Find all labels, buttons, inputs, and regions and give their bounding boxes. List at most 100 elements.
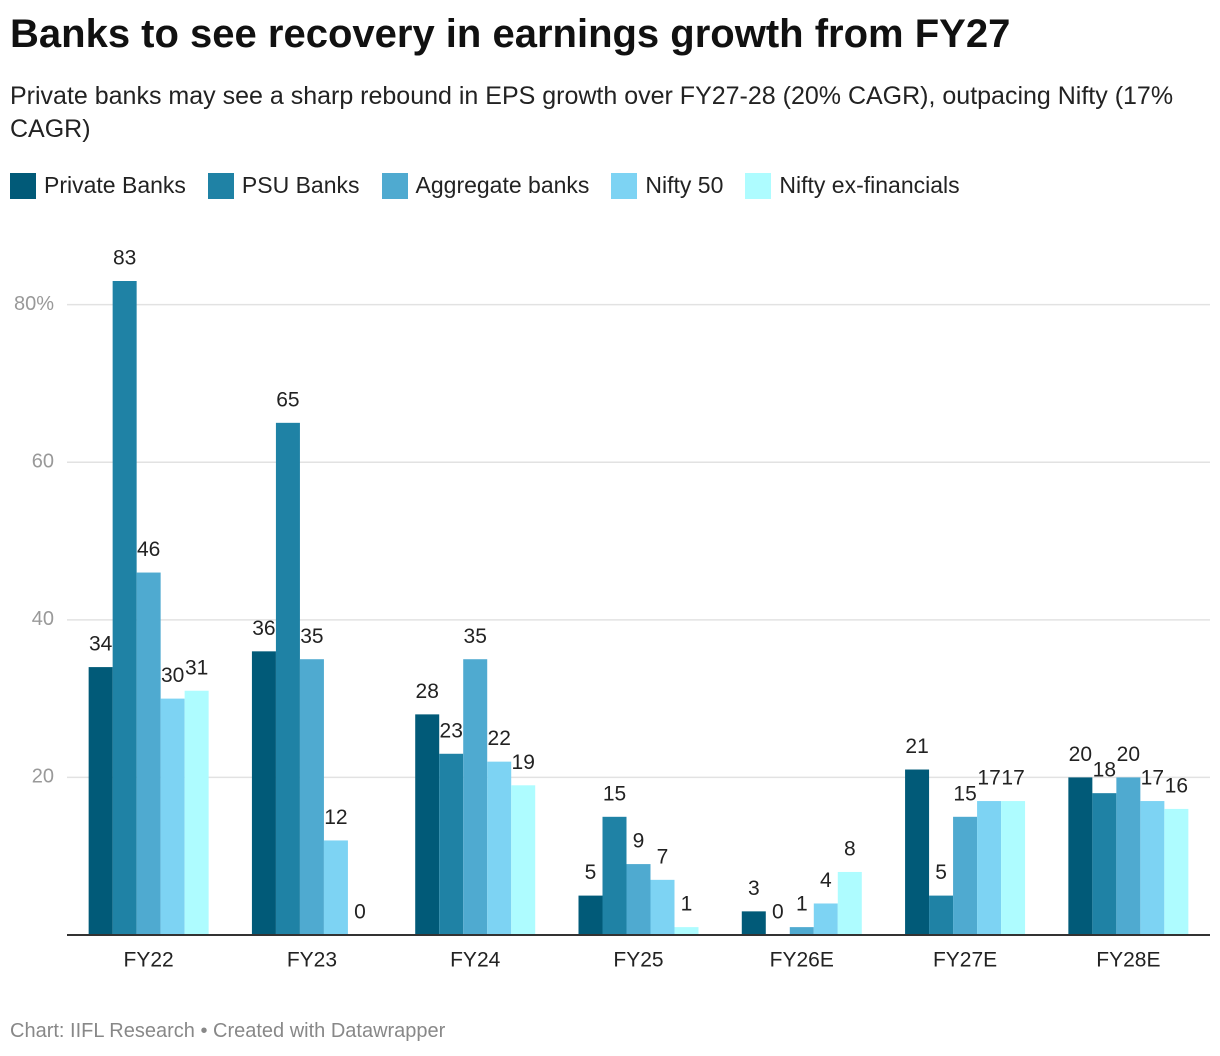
x-tick-label: FY22 [124, 949, 174, 972]
bar [1001, 801, 1026, 935]
bar [415, 714, 440, 935]
value-label: 35 [300, 625, 323, 648]
bar [275, 422, 300, 936]
value-label: 28 [416, 680, 439, 703]
bar [578, 895, 603, 935]
value-label: 36 [252, 617, 275, 640]
bar [837, 871, 862, 935]
bar [602, 816, 627, 935]
x-tick-label: FY27E [933, 949, 997, 972]
value-label: 1 [681, 893, 693, 916]
chart-title: Banks to see recovery in earnings growth… [10, 12, 1011, 56]
legend-swatch [745, 172, 772, 199]
bar [626, 864, 651, 935]
value-label: 65 [276, 388, 299, 411]
legend-label: Private Banks [44, 172, 186, 198]
bar [299, 659, 324, 935]
legend-item: PSU Banks [207, 172, 360, 199]
value-label: 17 [977, 767, 1000, 790]
bar [741, 911, 766, 935]
bar [463, 659, 488, 935]
value-label: 1 [796, 893, 808, 916]
bar [112, 281, 137, 935]
value-label: 35 [464, 625, 487, 648]
bar [650, 879, 675, 935]
legend: Private Banks PSU Banks Aggregate banks Nif… [10, 172, 960, 199]
bar [511, 785, 536, 935]
value-label: 18 [1093, 759, 1116, 782]
bar [953, 816, 978, 935]
bar [674, 927, 699, 935]
bar [184, 690, 209, 935]
x-tick-label: FY24 [450, 949, 501, 972]
value-label: 3 [748, 877, 760, 900]
x-tick-label: FY23 [287, 949, 337, 972]
bar [88, 667, 113, 935]
legend-item: Private Banks [10, 172, 186, 199]
value-label: 22 [488, 727, 511, 750]
legend-label: Nifty 50 [645, 172, 724, 198]
y-tick-label: 80% [14, 293, 54, 315]
y-tick-label: 20 [32, 766, 54, 788]
bar [136, 572, 161, 935]
bar [323, 840, 348, 935]
value-label: 20 [1117, 743, 1140, 766]
bar [905, 769, 930, 935]
value-label: 23 [440, 719, 463, 742]
x-tick-label: FY26E [770, 949, 834, 972]
value-label: 7 [657, 845, 669, 868]
bar [1092, 793, 1117, 935]
bar [1140, 801, 1165, 935]
value-label: 9 [633, 830, 645, 853]
bar [977, 801, 1002, 935]
value-label: 4 [820, 869, 832, 892]
bar [251, 651, 276, 935]
bar [929, 895, 954, 935]
value-label: 15 [603, 782, 626, 805]
value-label: 5 [935, 861, 947, 884]
value-label: 8 [844, 838, 856, 861]
x-tick-label: FY28E [1096, 949, 1160, 972]
legend-label: Nifty ex-financials [779, 172, 960, 198]
value-label: 31 [185, 656, 208, 679]
bar [1164, 808, 1189, 935]
legend-item: Nifty 50 [611, 172, 723, 199]
source: Chart: IIFL Research • Created with Data… [10, 1020, 446, 1042]
bar [789, 927, 814, 935]
value-label: 30 [161, 664, 184, 687]
legend-swatch [381, 172, 408, 199]
bar [1068, 777, 1093, 935]
x-tick-label: FY25 [613, 949, 663, 972]
bar [160, 698, 185, 935]
bar [1116, 777, 1141, 935]
value-label: 19 [512, 751, 535, 774]
value-label: 0 [772, 901, 784, 924]
y-tick-label: 40 [32, 608, 54, 630]
value-label: 17 [1001, 767, 1024, 790]
value-label: 21 [905, 735, 928, 758]
legend-swatch [207, 172, 234, 199]
y-tick-label: 60 [32, 451, 54, 473]
legend-swatch [611, 172, 638, 199]
legend-label: PSU Banks [241, 172, 360, 198]
bar [439, 753, 464, 935]
value-label: 46 [137, 538, 160, 561]
value-label: 0 [354, 901, 366, 924]
value-label: 15 [953, 782, 976, 805]
legend-swatch [10, 172, 36, 199]
legend-item: Nifty ex-financials [745, 172, 960, 199]
value-label: 16 [1165, 774, 1188, 797]
legend-label: Aggregate banks [415, 172, 590, 198]
value-label: 20 [1069, 743, 1092, 766]
value-label: 12 [324, 806, 347, 829]
bar [813, 903, 838, 935]
bar [487, 761, 512, 935]
value-label: 17 [1141, 767, 1164, 790]
value-label: 5 [585, 861, 597, 884]
legend-item: Aggregate banks [381, 172, 590, 199]
chart-subtitle: Private banks may see a sharp rebound in… [10, 82, 1174, 143]
value-label: 83 [113, 247, 136, 270]
value-label: 34 [89, 633, 113, 656]
